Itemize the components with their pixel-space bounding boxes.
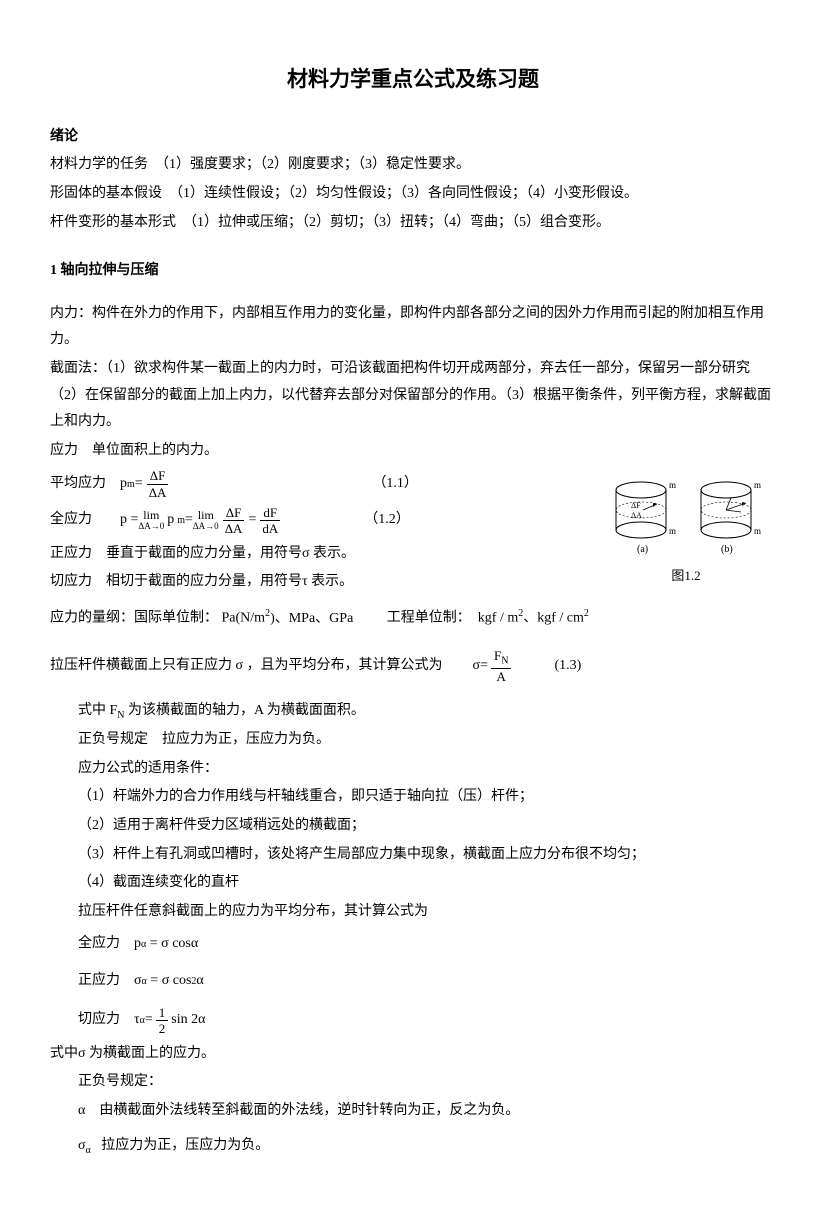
sec1-head: 1 轴向拉伸与压缩 xyxy=(50,258,776,285)
sub-m: m xyxy=(127,475,135,494)
frac-full1: ΔF ΔA xyxy=(222,505,246,537)
svg-text:m: m xyxy=(669,480,676,490)
svg-text:m: m xyxy=(669,526,676,536)
svg-text:m: m xyxy=(754,526,761,536)
p-jiemian: 截面法：（1）欲求构件某一截面上的内力时，可沿该截面把构件切开成两部分，弃去任一… xyxy=(50,356,776,436)
p-sign: 正负号规定 拉应力为正，压应力为负。 xyxy=(78,727,776,754)
frac-full2: dF dA xyxy=(259,505,281,537)
p-cond3: （3）杆件上有孔洞或凹槽时，该处将产生局部应力集中现象，横截面上应力分布很不均匀… xyxy=(78,842,776,869)
p-liang: 应力的量纲：国际单位制： Pa(N/m2)、MPa、GPa 工程单位制： kgf… xyxy=(50,604,776,632)
figure-1-2: m m ΔF ΔA m m (a) (b) 图1.2 xyxy=(596,470,776,589)
frac-13: FN A xyxy=(491,648,511,684)
p-cond4: （4）截面连续变化的直杆 xyxy=(78,870,776,897)
page-title: 材料力学重点公式及练习题 xyxy=(50,60,776,100)
p-yingli: 应力 单位面积上的内力。 xyxy=(50,438,776,465)
intro-line3: 杆件变形的基本形式 （1）拉伸或压缩；（2）剪切；（3）扭转；（4）弯曲；（5）… xyxy=(50,210,776,237)
intro-line2: 形固体的基本假设 （1）连续性假设；（2）均匀性假设；（3）各向同性假设；（4）… xyxy=(50,181,776,208)
p-alpha: α 由横截面外法线转至斜截面的外法线，逆时针转向为正，反之为负。 xyxy=(78,1098,776,1125)
eq-sign: = xyxy=(135,471,143,498)
p-neili: 内力：构件在外力的作用下，内部相互作用力的变化量，即构件内部各部分之间的因外力作… xyxy=(50,301,776,354)
frac-half: 1 2 xyxy=(156,1005,169,1037)
sym-p: p xyxy=(120,471,127,498)
eq-xie-full: 全应力 pα = σ cosα xyxy=(78,931,776,958)
eq-1-1: 平均应力 pm = ΔF ΔA （1.1） xyxy=(50,468,586,500)
p-sigma-alpha: σα 拉应力为正，压应力为负。 xyxy=(78,1133,776,1160)
intro-xulun: 绪论 xyxy=(50,124,776,151)
svg-text:m: m xyxy=(754,480,761,490)
eq-num-12: （1.2） xyxy=(364,507,410,534)
p-sign2: 正负号规定： xyxy=(78,1069,776,1096)
intro-line1: 材料力学的任务 （1）强度要求；（2）刚度要求；（3）稳定性要求。 xyxy=(50,152,776,179)
svg-text:(b): (b) xyxy=(721,544,733,555)
fig-caption: 图1.2 xyxy=(596,564,776,589)
eq-1-2: 全应力 p = lim ΔA→0 pm = lim ΔA→0 ΔF ΔA = d… xyxy=(50,505,586,537)
p-sigma: 式中σ 为横截面上的应力。 xyxy=(50,1041,776,1068)
p-cond-head: 应力公式的适用条件： xyxy=(78,756,776,783)
full-stress-label: 全应力 xyxy=(50,507,120,534)
eq-1-3: 拉压杆件横截面上只有正应力 σ ，且为平均分布，其计算公式为 σ = FN A … xyxy=(50,648,776,684)
p-xie: 拉压杆件任意斜截面上的应力为平均分布，其计算公式为 xyxy=(78,899,776,926)
p-cond2: （2）适用于离杆件受力区域稍远处的横截面； xyxy=(78,813,776,840)
eq-num-11: （1.1） xyxy=(372,471,418,498)
eq-xie-zheng: 正应力 σα = σ cos2 α xyxy=(78,968,776,995)
p-cond1: （1）杆端外力的合力作用线与杆轴线重合，即只适于轴向拉（压）杆件； xyxy=(78,784,776,811)
lim-1: lim ΔA→0 xyxy=(138,509,164,532)
avg-stress-label: 平均应力 xyxy=(50,471,120,498)
p-fn: 式中 FN 为该横截面的轴力，A 为横截面面积。 xyxy=(78,698,776,725)
frac-avg: ΔF ΔA xyxy=(146,468,170,500)
eq-xie-qie: 切应力 τα = 1 2 sin 2α xyxy=(78,1005,776,1037)
eq12-p: p = xyxy=(120,507,138,534)
svg-text:ΔF: ΔF xyxy=(631,501,641,510)
svg-text:(a): (a) xyxy=(637,544,648,555)
lim-2: lim ΔA→0 xyxy=(193,509,219,532)
eq-num-13: (1.3) xyxy=(554,653,581,680)
svg-text:ΔA: ΔA xyxy=(631,511,642,520)
